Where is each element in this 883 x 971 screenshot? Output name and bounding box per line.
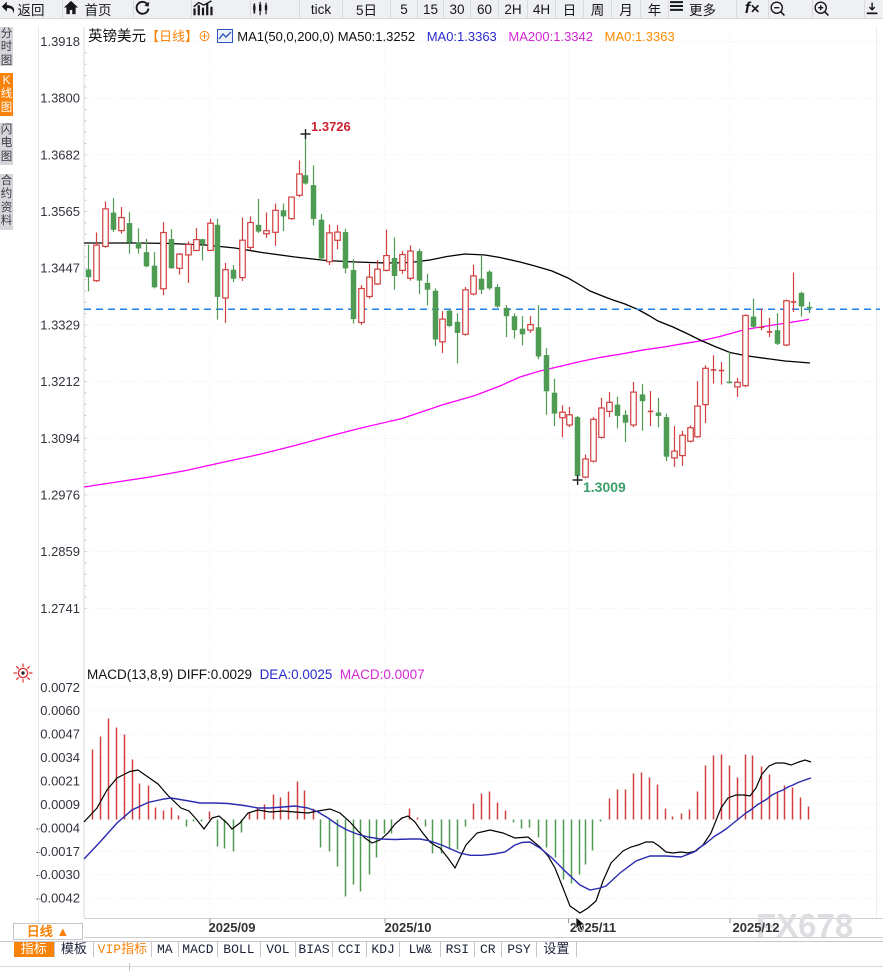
svg-text:1.2976: 1.2976 xyxy=(40,487,80,502)
svg-text:FX678: FX678 xyxy=(756,907,853,944)
svg-text:0.0034: 0.0034 xyxy=(40,750,80,765)
svg-text:2025/09: 2025/09 xyxy=(209,920,256,935)
svg-text:0.0047: 0.0047 xyxy=(40,727,80,742)
svg-text:-0.0017: -0.0017 xyxy=(36,844,80,859)
svg-text:2025/10: 2025/10 xyxy=(385,920,432,935)
svg-text:-0.0030: -0.0030 xyxy=(36,867,80,882)
svg-text:2025/12: 2025/12 xyxy=(733,920,780,935)
svg-text:0.0060: 0.0060 xyxy=(40,703,80,718)
svg-text:1.3009: 1.3009 xyxy=(583,479,626,495)
svg-text:0.0072: 0.0072 xyxy=(40,680,80,695)
svg-text:1.3212: 1.3212 xyxy=(40,374,80,389)
svg-text:1.2859: 1.2859 xyxy=(40,544,80,559)
svg-text:-0.0042: -0.0042 xyxy=(36,891,80,906)
svg-text:1.3447: 1.3447 xyxy=(40,261,80,276)
svg-text:1.3726: 1.3726 xyxy=(311,119,351,134)
svg-text:1.3918: 1.3918 xyxy=(40,34,80,49)
svg-text:1.3682: 1.3682 xyxy=(40,147,80,162)
svg-text:1.3329: 1.3329 xyxy=(40,317,80,332)
svg-text:1.3094: 1.3094 xyxy=(40,431,80,446)
svg-text:1.2741: 1.2741 xyxy=(40,601,80,616)
svg-text:-0.0004: -0.0004 xyxy=(36,820,80,835)
svg-text:1.3565: 1.3565 xyxy=(40,204,80,219)
svg-text:0.0021: 0.0021 xyxy=(40,774,80,789)
svg-text:0.0009: 0.0009 xyxy=(40,797,80,812)
svg-text:1.3800: 1.3800 xyxy=(40,91,80,106)
